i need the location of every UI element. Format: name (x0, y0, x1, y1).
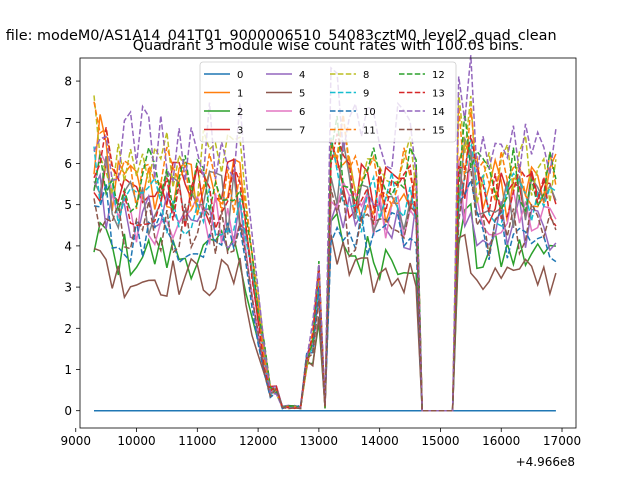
series-line-12 (93, 113, 557, 412)
x-tick-label: 14000 (361, 434, 399, 448)
y-tick-label: 5 (64, 198, 72, 212)
chart-title: Quadrant 3 module wise count rates with … (133, 38, 524, 54)
legend-label-6: 6 (299, 107, 305, 118)
legend-label-13: 13 (432, 89, 445, 100)
x-tick-label: 9000 (60, 434, 91, 448)
legend-label-9: 9 (363, 89, 369, 100)
legend-label-2: 2 (237, 107, 243, 118)
legend-label-3: 3 (237, 126, 243, 137)
y-axis: 0 1 2 3 4 5 6 7 8 (64, 75, 80, 418)
legend-label-1: 1 (237, 89, 243, 100)
legend-label-7: 7 (299, 126, 305, 137)
x-tick-label: 10000 (117, 434, 155, 448)
x-tick-label: 15000 (421, 434, 459, 448)
y-tick-label: 6 (64, 157, 72, 171)
legend-label-12: 12 (432, 70, 445, 81)
plot-lines (93, 55, 557, 412)
x-axis: 9000 10000 11000 12000 13000 14000 15000 16000 1… (60, 428, 581, 448)
y-tick-label: 4 (64, 239, 72, 253)
legend-label-0: 0 (237, 70, 243, 81)
x-tick-label: 17000 (543, 434, 581, 448)
x-tick-label: 16000 (482, 434, 520, 448)
y-tick-label: 2 (64, 322, 72, 336)
y-tick-label: 3 (64, 281, 72, 295)
legend-label-4: 4 (299, 70, 305, 81)
legend-label-8: 8 (363, 70, 369, 81)
y-tick-label: 8 (64, 75, 72, 89)
legend-box (199, 61, 457, 143)
legend-label-11: 11 (363, 126, 376, 137)
y-tick-label: 1 (64, 363, 72, 377)
series-line-15 (93, 167, 557, 412)
legend-label-15: 15 (432, 126, 445, 137)
x-axis-offset: +4.966e8 (516, 455, 575, 469)
y-tick-label: 0 (64, 404, 72, 418)
figure-suptitle: n file: modeM0/AS1A14_041T01_9000006510_… (0, 28, 557, 44)
x-tick-label: 12000 (239, 434, 277, 448)
x-tick-label: 13000 (300, 434, 338, 448)
plot-frame (79, 57, 577, 429)
series-line-13 (93, 127, 557, 412)
x-tick-label: 11000 (178, 434, 216, 448)
legend-label-5: 5 (299, 89, 305, 100)
legend-label-14: 14 (432, 107, 445, 118)
legend-label-10: 10 (363, 107, 376, 118)
y-tick-label: 7 (64, 116, 72, 130)
